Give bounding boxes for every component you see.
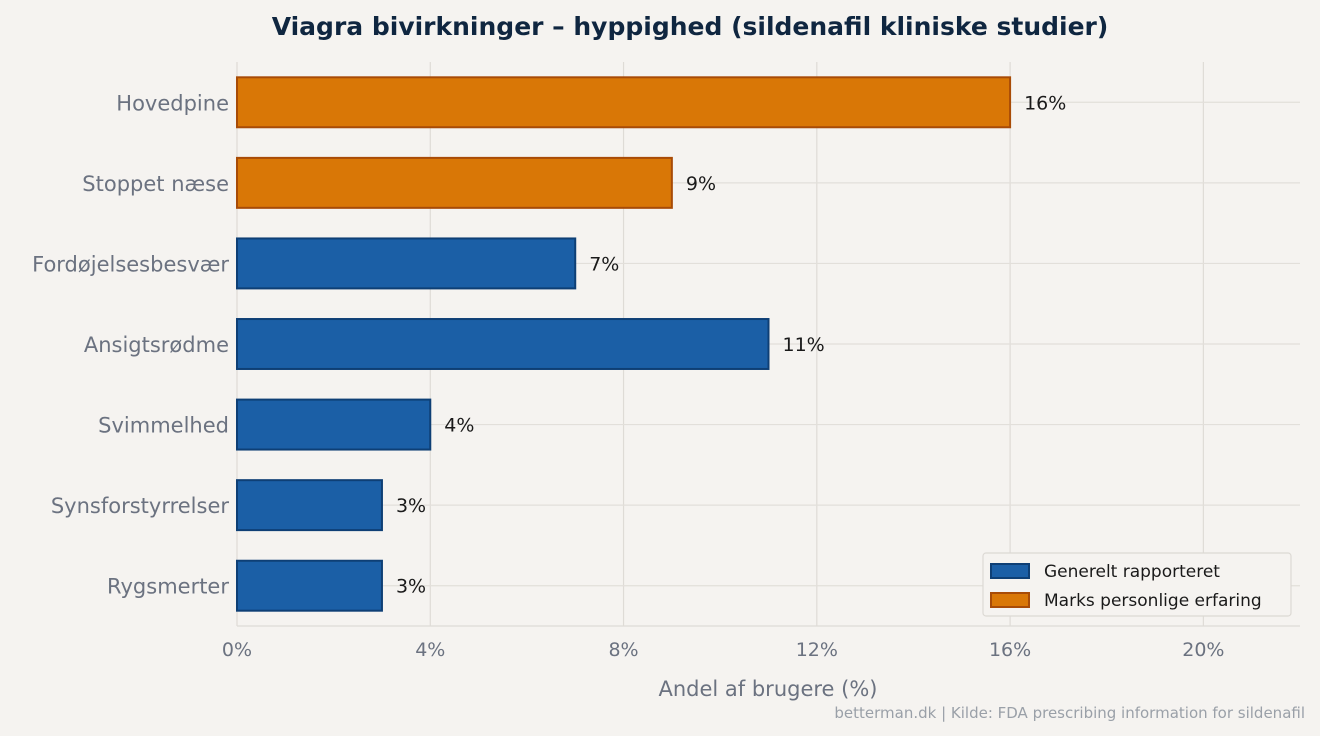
y-tick-label: Ansigtsrødme: [84, 333, 229, 357]
data-label: 4%: [444, 415, 474, 437]
x-axis-tick-labels: 0% 4% 8% 12% 16% 20%: [222, 639, 1225, 661]
x-tick-label: 4%: [415, 639, 445, 661]
data-label: 11%: [783, 334, 825, 356]
chart-title: Viagra bivirkninger – hyppighed (sildena…: [272, 12, 1109, 41]
legend-label: Generelt rapporteret: [1044, 562, 1220, 582]
data-label: 16%: [1024, 92, 1066, 114]
legend-label: Marks personlige erfaring: [1044, 591, 1262, 611]
bar-5: [236, 479, 383, 532]
bar-1: [236, 156, 673, 209]
data-label: 7%: [589, 253, 619, 275]
source-note: betterman.dk | Kilde: FDA prescribing in…: [834, 704, 1305, 722]
legend-swatch-general: [990, 563, 1030, 579]
x-tick-label: 0%: [222, 639, 252, 661]
legend-box: [982, 552, 1292, 617]
legend-swatch-personal: [990, 592, 1030, 608]
data-label: 3%: [396, 495, 426, 517]
x-tick-label: 20%: [1182, 639, 1224, 661]
bar-6: [236, 559, 383, 612]
y-tick-label: Synsforstyrrelser: [51, 494, 230, 518]
bar-3: [236, 318, 770, 370]
x-tick-label: 16%: [989, 639, 1031, 661]
bars: 16% 9% 7% 11% 4% 3% 3%: [236, 76, 1066, 612]
y-tick-label: Stoppet næse: [82, 172, 229, 196]
x-tick-label: 8%: [608, 639, 638, 661]
x-tick-label: 12%: [796, 639, 838, 661]
data-label: 3%: [396, 576, 426, 598]
x-axis-label: Andel af brugere (%): [658, 677, 877, 701]
data-label: 9%: [686, 173, 716, 195]
y-tick-label: Hovedpine: [116, 91, 229, 115]
legend: Generelt rapporteret Marks personlige erf…: [982, 552, 1292, 617]
bar-0: [236, 76, 1012, 129]
bar-2: [236, 237, 577, 290]
y-tick-label: Svimmelhed: [98, 414, 229, 438]
bar-4: [236, 398, 432, 451]
y-tick-label: Rygsmerter: [107, 575, 229, 599]
y-tick-label: Fordøjelsesbesvær: [32, 252, 229, 276]
y-axis-tick-labels: Hovedpine Stoppet næse Fordøjelsesbesvær An…: [32, 91, 229, 598]
